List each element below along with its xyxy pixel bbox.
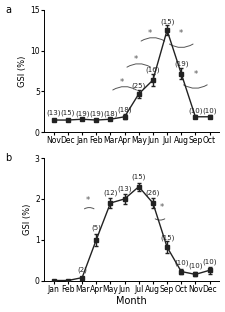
Text: (10): (10) [202, 107, 217, 114]
Text: (16): (16) [146, 66, 160, 73]
Text: (10): (10) [188, 107, 203, 114]
Text: *: * [193, 70, 198, 79]
Text: (5): (5) [91, 224, 101, 231]
Text: *: * [120, 78, 124, 87]
Text: (10): (10) [174, 260, 189, 266]
Text: *: * [86, 196, 90, 205]
X-axis label: Month: Month [116, 296, 147, 306]
Text: *: * [179, 29, 183, 38]
Text: (25): (25) [132, 83, 146, 89]
Text: (15): (15) [132, 173, 146, 180]
Text: (15): (15) [61, 110, 75, 116]
Text: *: * [148, 29, 152, 38]
Text: (2): (2) [77, 267, 87, 273]
Text: (19): (19) [89, 110, 104, 117]
Y-axis label: GSI (%): GSI (%) [23, 204, 32, 235]
Text: *: * [159, 203, 164, 212]
Text: (26): (26) [146, 190, 160, 196]
Text: (15): (15) [160, 234, 174, 241]
Text: b: b [5, 153, 11, 163]
Text: (15): (15) [160, 18, 174, 25]
Text: a: a [5, 5, 11, 15]
Text: (18): (18) [117, 106, 132, 113]
Text: (12): (12) [103, 190, 118, 196]
Text: *: * [134, 55, 138, 64]
Text: (19): (19) [75, 110, 89, 117]
Text: (13): (13) [47, 110, 61, 116]
Y-axis label: GSI (%): GSI (%) [18, 56, 27, 87]
Text: (13): (13) [117, 186, 132, 192]
Text: (10): (10) [202, 259, 217, 265]
Text: (18): (18) [103, 110, 118, 117]
Text: (10): (10) [188, 263, 203, 269]
Text: (19): (19) [174, 61, 189, 67]
